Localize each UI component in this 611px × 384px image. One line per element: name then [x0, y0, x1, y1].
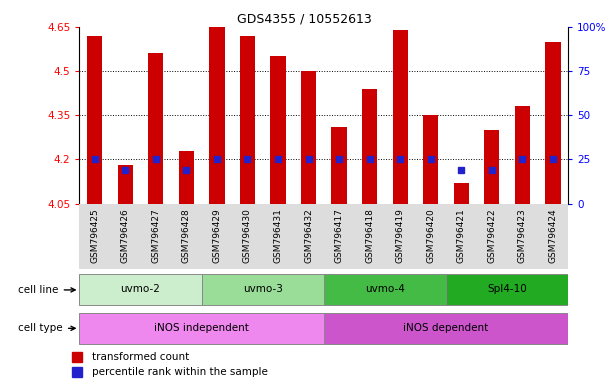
Text: uvmo-3: uvmo-3 [243, 284, 283, 294]
Text: iNOS dependent: iNOS dependent [403, 323, 489, 333]
Text: GSM796430: GSM796430 [243, 208, 252, 263]
Text: GSM796420: GSM796420 [426, 208, 435, 263]
Text: GSM796424: GSM796424 [549, 208, 557, 263]
Bar [324, 274, 446, 306]
Text: GSM796419: GSM796419 [396, 208, 404, 263]
Bar [324, 313, 568, 344]
Bar [87, 36, 103, 204]
Bar [484, 130, 500, 204]
Text: uvmo-2: uvmo-2 [120, 284, 161, 294]
Text: percentile rank within the sample: percentile rank within the sample [92, 367, 268, 377]
Bar [446, 274, 568, 306]
Bar [148, 53, 164, 204]
Bar [79, 313, 324, 344]
Bar [179, 151, 194, 204]
Bar [453, 183, 469, 204]
Text: GSM796429: GSM796429 [213, 208, 221, 263]
Text: GSM796427: GSM796427 [152, 208, 160, 263]
Title: GDS4355 / 10552613: GDS4355 / 10552613 [237, 13, 371, 26]
Bar [423, 115, 439, 204]
Bar [393, 30, 408, 204]
Text: GSM796428: GSM796428 [182, 208, 191, 263]
Text: cell type: cell type [18, 323, 75, 333]
Text: cell line: cell line [18, 285, 75, 295]
Text: GSM796432: GSM796432 [304, 208, 313, 263]
Bar [270, 56, 285, 204]
Text: Spl4-10: Spl4-10 [487, 284, 527, 294]
Bar [118, 165, 133, 204]
Bar [202, 274, 324, 306]
Text: GSM796421: GSM796421 [457, 208, 466, 263]
Bar [332, 127, 347, 204]
Text: GSM796417: GSM796417 [335, 208, 343, 263]
Text: uvmo-4: uvmo-4 [365, 284, 405, 294]
Text: GSM796431: GSM796431 [274, 208, 282, 263]
Text: GSM796423: GSM796423 [518, 208, 527, 263]
Bar [240, 36, 255, 204]
Bar [79, 274, 202, 306]
Text: iNOS independent: iNOS independent [154, 323, 249, 333]
Bar [515, 106, 530, 204]
Bar [301, 71, 316, 204]
Bar [362, 89, 378, 204]
Text: GSM796422: GSM796422 [488, 208, 496, 263]
Text: GSM796426: GSM796426 [121, 208, 130, 263]
Text: GSM796425: GSM796425 [90, 208, 99, 263]
Text: transformed count: transformed count [92, 352, 189, 362]
Bar [209, 27, 225, 204]
Bar [546, 41, 561, 204]
Text: GSM796418: GSM796418 [365, 208, 374, 263]
